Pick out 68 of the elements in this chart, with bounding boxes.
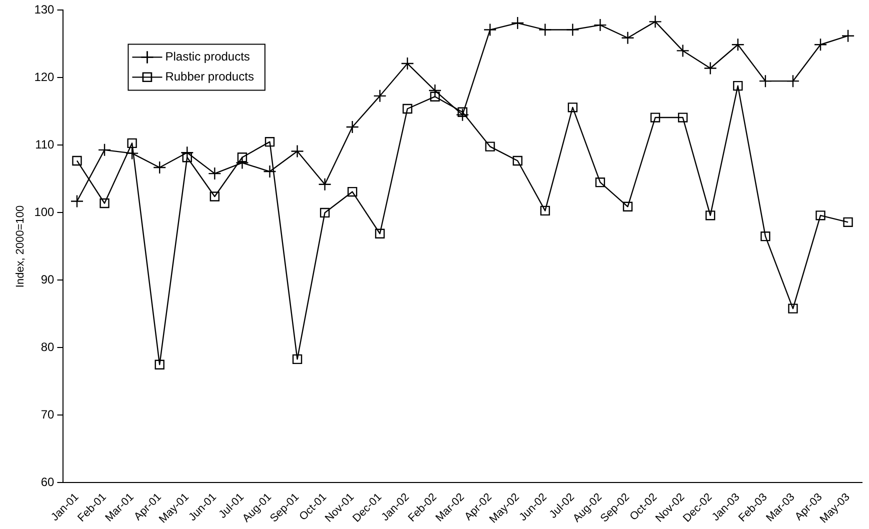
point — [70, 194, 84, 208]
point — [375, 228, 385, 238]
point — [318, 178, 332, 191]
y-tick-label: 80 — [40, 340, 55, 354]
point — [843, 217, 853, 228]
point — [733, 80, 743, 91]
point — [650, 112, 660, 122]
point — [182, 152, 192, 162]
point — [458, 107, 468, 117]
point — [704, 62, 717, 75]
y-axis-title: Index, 2000=100 — [14, 205, 27, 288]
point — [402, 104, 412, 114]
point — [264, 136, 275, 147]
point — [788, 304, 798, 314]
point — [676, 44, 690, 58]
point — [373, 89, 386, 103]
y-tick-label: 60 — [40, 475, 55, 490]
y-tick-label: 90 — [40, 272, 55, 287]
point — [566, 23, 580, 36]
y-tick-label: 130 — [34, 2, 55, 17]
point — [320, 208, 330, 218]
point — [540, 206, 550, 216]
point — [483, 23, 497, 36]
point — [760, 231, 770, 242]
legend-label: Rubber products — [165, 70, 254, 84]
point — [125, 146, 139, 160]
point — [538, 23, 552, 36]
point — [127, 138, 137, 148]
point — [153, 160, 166, 174]
point — [731, 38, 744, 52]
point — [348, 186, 358, 197]
point — [485, 142, 495, 152]
point — [154, 360, 164, 370]
point — [237, 152, 248, 162]
point — [621, 31, 634, 44]
point — [100, 198, 110, 208]
point — [72, 156, 82, 166]
point — [346, 120, 359, 134]
y-tick-label: 100 — [34, 205, 55, 220]
point — [236, 156, 249, 170]
point — [456, 108, 470, 122]
point — [648, 15, 662, 28]
point — [568, 102, 578, 112]
y-tick-label: 110 — [35, 138, 55, 152]
point — [98, 143, 112, 157]
point — [512, 156, 522, 166]
y-tick-label: 70 — [40, 408, 55, 422]
point — [816, 210, 826, 220]
legend-label: Plastic products — [165, 50, 250, 64]
point — [210, 192, 220, 202]
point — [430, 92, 440, 102]
point — [594, 18, 607, 32]
y-tick-label: 120 — [34, 70, 55, 84]
point — [786, 74, 800, 88]
point — [510, 16, 524, 30]
point — [263, 164, 276, 178]
point — [428, 84, 442, 98]
point — [622, 202, 633, 212]
point — [400, 56, 414, 70]
point — [814, 38, 828, 52]
point — [678, 112, 688, 122]
point — [208, 166, 222, 180]
point — [595, 177, 606, 188]
point — [841, 29, 855, 42]
point — [290, 144, 304, 158]
point — [758, 74, 772, 88]
point — [292, 354, 302, 364]
point — [706, 210, 716, 220]
